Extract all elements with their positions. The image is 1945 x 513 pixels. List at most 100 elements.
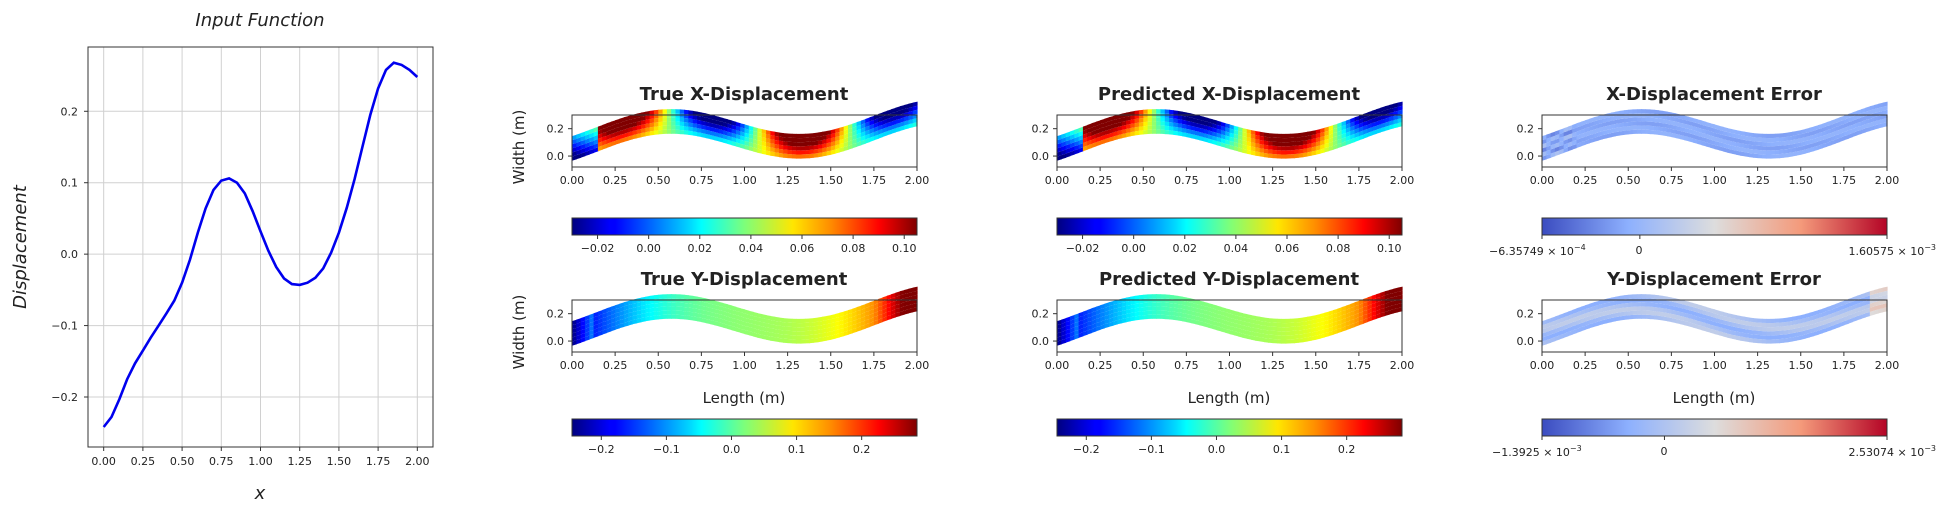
beam-cell xyxy=(1238,328,1243,334)
beam-cell xyxy=(1195,315,1200,322)
panel-4-beam xyxy=(1057,286,1403,346)
beam-cell xyxy=(731,317,737,324)
beam-cell xyxy=(1615,316,1621,322)
beam-cell xyxy=(1160,314,1166,320)
panel-1-xtick-label: 1.75 xyxy=(1347,174,1372,187)
beam-cell xyxy=(779,144,784,150)
beam-cell xyxy=(705,117,711,123)
beam-cell xyxy=(1585,135,1590,141)
beam-cell xyxy=(1354,321,1360,327)
beam-cell xyxy=(593,323,599,330)
beam-cell xyxy=(1835,322,1841,329)
beam-cell xyxy=(1766,339,1772,344)
beam-cell xyxy=(1856,129,1862,136)
beam-cell xyxy=(1563,143,1569,149)
beam-cell xyxy=(1736,331,1741,337)
beam-cell xyxy=(692,123,698,129)
beam-cell xyxy=(1727,136,1733,142)
beam-cell xyxy=(1190,314,1196,320)
beam-cell xyxy=(1774,318,1780,323)
beam-cell xyxy=(580,337,586,343)
beam-cell xyxy=(1108,321,1114,327)
beam-cell xyxy=(748,125,754,131)
beam-cell xyxy=(1138,294,1144,300)
beam-cell xyxy=(597,129,603,135)
beam-cell xyxy=(1069,323,1075,329)
beam-cell xyxy=(580,143,586,150)
beam-cell xyxy=(770,151,776,157)
beam-cell xyxy=(602,320,608,327)
beam-cell xyxy=(1727,140,1733,146)
beam-cell xyxy=(1787,325,1793,330)
beam-cell xyxy=(1143,109,1149,114)
beam-cell xyxy=(1839,128,1845,134)
beam-cell xyxy=(1195,303,1200,309)
beam-cell xyxy=(1151,294,1157,299)
beam-cell xyxy=(572,323,577,330)
beam-cell xyxy=(1874,288,1879,295)
beam-cell xyxy=(1350,133,1356,140)
panel-0-cb-tick-label: 0.04 xyxy=(739,242,764,255)
beam-cell xyxy=(584,314,590,321)
beam-cell xyxy=(576,318,582,324)
beam-cell xyxy=(1190,302,1196,308)
beam-cell xyxy=(1783,149,1789,154)
beam-cell xyxy=(1074,333,1080,340)
beam-cell xyxy=(1289,339,1295,344)
beam-cell xyxy=(1229,325,1235,332)
beam-cell xyxy=(1839,136,1845,142)
beam-cell xyxy=(1311,142,1317,148)
panel-4-xtick-label: 0.75 xyxy=(1174,359,1199,372)
beam-cell xyxy=(649,122,655,128)
beam-cell xyxy=(1589,117,1595,123)
beam-cell xyxy=(1272,149,1278,155)
beam-cell xyxy=(1151,129,1157,134)
beam-cell xyxy=(1787,131,1793,137)
beam-cell xyxy=(1641,109,1647,114)
beam-cell xyxy=(748,142,754,148)
beam-cell xyxy=(1774,145,1780,151)
beam-cell xyxy=(653,294,659,300)
beam-cell xyxy=(899,105,905,111)
beam-cell xyxy=(1242,313,1248,319)
beam-cell xyxy=(740,135,746,141)
beam-cell xyxy=(912,286,918,292)
beam-cell xyxy=(1246,326,1252,332)
beam-cell xyxy=(1147,306,1153,311)
beam-cell xyxy=(1225,139,1231,145)
beam-cell xyxy=(1869,109,1875,115)
beam-cell xyxy=(1358,126,1364,133)
beam-cell xyxy=(744,145,750,151)
beam-cell xyxy=(783,149,789,154)
beam-cell xyxy=(1563,134,1569,141)
beam-cell xyxy=(1692,122,1698,128)
beam-cell xyxy=(1826,322,1832,328)
beam-cell xyxy=(1667,317,1672,323)
panel-4-cb-tick-label: −0.1 xyxy=(1138,443,1165,456)
beam-cell xyxy=(1173,126,1179,132)
beam-cell xyxy=(1783,334,1789,339)
beam-cell xyxy=(572,327,577,334)
beam-cell xyxy=(1302,316,1308,322)
beam-cell xyxy=(662,310,668,315)
beam-cell xyxy=(1822,134,1828,141)
beam-cell xyxy=(1602,134,1608,140)
beam-cell xyxy=(1061,322,1067,328)
beam-cell xyxy=(1078,130,1084,137)
beam-cell xyxy=(701,305,707,311)
beam-cell xyxy=(576,145,582,151)
beam-cell xyxy=(649,315,655,321)
beam-cell xyxy=(662,125,668,130)
beam-cell xyxy=(1078,143,1084,149)
beam-cell xyxy=(1264,132,1269,138)
panel-4-xtick-label: 0.25 xyxy=(1088,359,1113,372)
beam-cell xyxy=(615,324,620,330)
beam-cell xyxy=(1164,302,1170,308)
beam-cell xyxy=(1882,290,1888,296)
beam-cell xyxy=(722,315,728,321)
beam-cell xyxy=(619,322,625,329)
beam-cell xyxy=(1688,322,1694,328)
beam-cell xyxy=(1718,310,1724,316)
beam-cell xyxy=(830,334,836,340)
beam-cell xyxy=(1164,125,1170,131)
